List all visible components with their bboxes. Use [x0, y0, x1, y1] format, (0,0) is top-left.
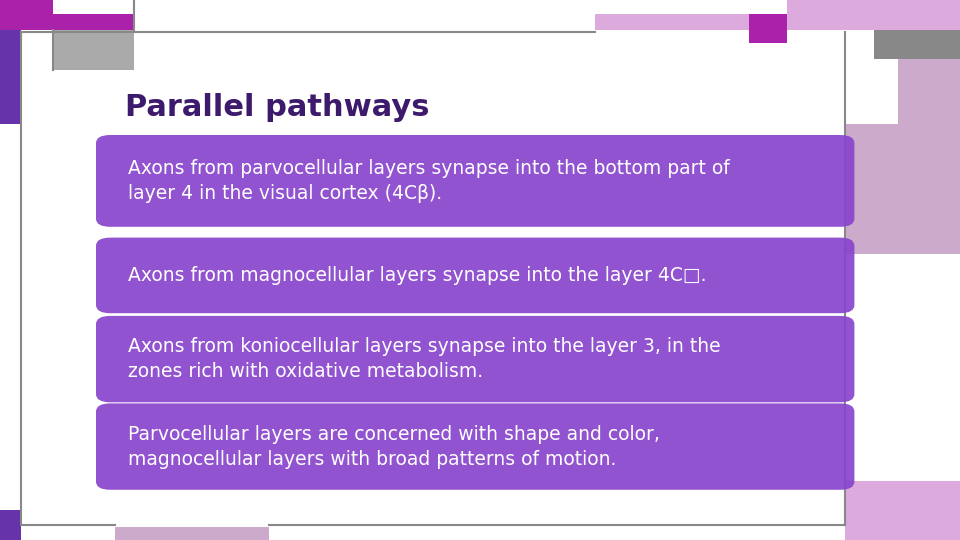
Text: Parvocellular layers are concerned with shape and color,
magnocellular layers wi: Parvocellular layers are concerned with … [128, 424, 660, 469]
FancyBboxPatch shape [96, 238, 854, 313]
FancyBboxPatch shape [96, 135, 854, 227]
Text: Axons from magnocellular layers synapse into the layer 4C□.: Axons from magnocellular layers synapse … [128, 266, 707, 285]
FancyBboxPatch shape [53, 30, 134, 70]
FancyBboxPatch shape [0, 510, 21, 540]
FancyBboxPatch shape [0, 30, 21, 124]
FancyBboxPatch shape [845, 481, 960, 540]
FancyBboxPatch shape [898, 59, 960, 124]
FancyBboxPatch shape [96, 316, 854, 402]
FancyBboxPatch shape [749, 14, 787, 43]
FancyBboxPatch shape [115, 526, 269, 540]
FancyBboxPatch shape [845, 124, 960, 254]
Text: Axons from parvocellular layers synapse into the bottom part of
layer 4 in the v: Axons from parvocellular layers synapse … [128, 159, 730, 203]
Text: Parallel pathways: Parallel pathways [125, 93, 429, 123]
FancyBboxPatch shape [0, 0, 53, 30]
FancyBboxPatch shape [787, 0, 960, 30]
FancyBboxPatch shape [96, 403, 854, 490]
FancyBboxPatch shape [53, 14, 134, 30]
Text: Axons from koniocellular layers synapse into the layer 3, in the
zones rich with: Axons from koniocellular layers synapse … [128, 337, 720, 381]
FancyBboxPatch shape [874, 30, 960, 59]
FancyBboxPatch shape [595, 14, 749, 30]
